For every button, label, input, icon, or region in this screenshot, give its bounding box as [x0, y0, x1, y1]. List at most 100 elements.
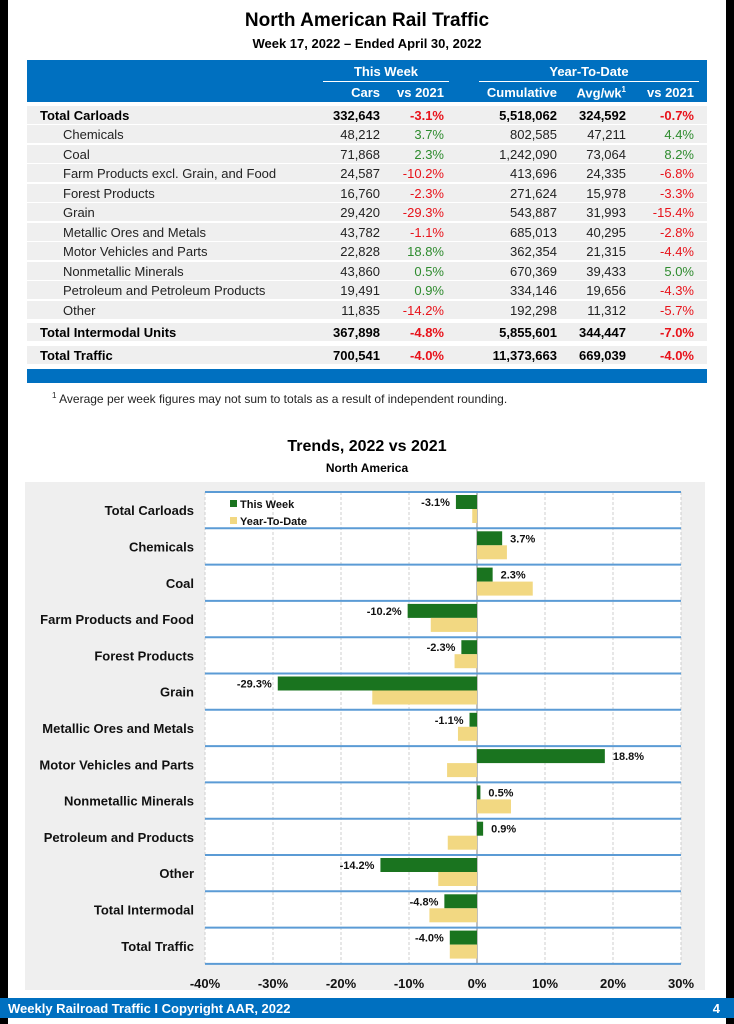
vs-ytd-cell: -2.8% [660, 225, 694, 240]
vs-week-cell: 3.7% [414, 127, 444, 142]
avg-wk-cell: 11,312 [587, 303, 626, 318]
data-label: -2.3% [427, 642, 456, 654]
avg-wk-cell: 47,211 [587, 127, 626, 142]
bar-this-week [477, 785, 481, 800]
row-label: Other [63, 303, 96, 318]
bar-ytd [477, 581, 533, 596]
table-row: Other 11,835 -14.2% 192,298 11,312 -5.7% [27, 301, 707, 319]
table-row: Motor Vehicles and Parts 22,828 18.8% 362,3… [27, 242, 707, 260]
x-tick-label: -10% [394, 976, 425, 991]
bar-ytd [447, 763, 477, 778]
bar-this-week [449, 930, 477, 945]
category-label: Total Intermodal [94, 902, 194, 917]
data-label: -14.2% [340, 860, 375, 872]
table-row: Total Carloads 332,643 -3.1% 5,518,062 324,5… [27, 106, 707, 124]
vs-week-cell: -10.2% [402, 166, 444, 181]
row-label: Nonmetallic Minerals [63, 264, 184, 279]
cumulative-cell: 5,518,062 [499, 108, 557, 123]
vs-week-cell: -29.3% [402, 205, 444, 220]
category-label: Total Carloads [105, 503, 194, 518]
col-header-cars: Cars [351, 85, 380, 100]
cumulative-cell: 11,373,663 [492, 348, 557, 363]
col-header-avg-wk: Avg/wk1 [576, 85, 626, 101]
data-label: 0.9% [491, 824, 516, 836]
row-label: Metallic Ores and Metals [63, 225, 207, 240]
bar-ytd [457, 726, 477, 741]
legend-swatch-ytd [230, 517, 237, 524]
cars-cell: 332,643 [333, 108, 380, 123]
category-label: Farm Products and Food [40, 612, 194, 627]
vs-ytd-cell: -6.8% [660, 166, 694, 181]
vs-ytd-cell: 8.2% [664, 147, 694, 162]
vs-week-cell: 0.5% [414, 264, 444, 279]
bar-this-week [477, 567, 493, 582]
page-footer: Weekly Railroad Traffic I Copyright AAR,… [0, 998, 734, 1018]
group-underline [479, 81, 699, 82]
x-tick-label: 0% [468, 976, 487, 991]
bar-this-week [455, 495, 477, 509]
x-tick-label: 30% [668, 976, 694, 991]
vs-week-cell: -14.2% [402, 303, 444, 318]
plot-area [205, 492, 681, 964]
data-label: 0.5% [488, 787, 513, 799]
bar-this-week [477, 531, 503, 546]
cumulative-cell: 685,013 [510, 225, 557, 240]
category-label: Motor Vehicles and Parts [39, 757, 194, 772]
cars-cell: 24,587 [340, 166, 380, 181]
row-label: Motor Vehicles and Parts [63, 244, 208, 259]
vs-ytd-cell: -0.7% [660, 108, 694, 123]
category-label: Chemicals [129, 539, 194, 554]
data-label: -10.2% [367, 606, 402, 618]
bar-this-week [477, 821, 484, 836]
legend-label-ytd: Year-To-Date [240, 516, 307, 528]
vs-ytd-cell: -3.3% [660, 186, 694, 201]
cars-cell: 367,898 [333, 325, 380, 340]
cumulative-cell: 271,624 [510, 186, 557, 201]
bar-this-week [461, 640, 477, 655]
avg-wk-cell: 21,315 [586, 244, 626, 259]
vs-week-cell: -1.1% [410, 225, 444, 240]
cumulative-cell: 334,146 [510, 283, 557, 298]
bar-ytd [472, 509, 477, 523]
table-row: Metallic Ores and Metals 43,782 -1.1% 685,0… [27, 223, 707, 241]
category-label: Grain [160, 685, 194, 700]
data-label: -4.0% [415, 933, 444, 945]
col-header-cumulative: Cumulative [486, 85, 557, 100]
cars-cell: 48,212 [340, 127, 380, 142]
page-title: North American Rail Traffic [244, 10, 490, 31]
cumulative-cell: 1,242,090 [499, 147, 557, 162]
vs-ytd-cell: 4.4% [664, 127, 694, 142]
bar-this-week [407, 603, 477, 618]
table-row: Total Traffic 700,541 -4.0% 11,373,663 669,0… [27, 346, 707, 364]
col-header-vs-week: vs 2021 [397, 85, 444, 100]
cumulative-cell: 670,369 [510, 264, 557, 279]
avg-wk-cell: 19,656 [586, 283, 626, 298]
table-row: Forest Products 16,760 -2.3% 271,624 15,978 -… [27, 184, 707, 202]
page-subtitle: Week 17, 2022 – Ended April 30, 2022 [252, 36, 482, 51]
row-label: Total Traffic [40, 348, 113, 363]
cars-cell: 700,541 [333, 348, 380, 363]
avg-wk-cell: 73,064 [586, 147, 626, 162]
vs-ytd-cell: -7.0% [660, 325, 694, 340]
data-label: -3.1% [421, 497, 450, 509]
avg-wk-cell: 669,039 [579, 348, 626, 363]
bar-ytd [449, 944, 477, 959]
cars-cell: 43,782 [340, 225, 380, 240]
row-label: Total Carloads [40, 108, 130, 123]
category-label: Coal [166, 576, 194, 591]
vs-ytd-cell: -4.3% [660, 283, 694, 298]
data-label: 2.3% [501, 570, 526, 582]
data-label: -4.8% [410, 896, 439, 908]
footer-text: Weekly Railroad Traffic I Copyright AAR,… [8, 1001, 291, 1016]
group-header-ytd: Year-To-Date [549, 64, 629, 79]
vs-week-cell: 18.8% [407, 244, 444, 259]
avg-wk-cell: 24,335 [586, 166, 626, 181]
cars-cell: 16,760 [340, 186, 380, 201]
vs-ytd-cell: -4.4% [660, 244, 694, 259]
legend-label-this-week: This Week [240, 499, 295, 511]
avg-wk-cell: 15,978 [586, 186, 626, 201]
table-row: Grain 29,420 -29.3% 543,887 31,993 -15.4% [27, 203, 707, 221]
group-header-this-week: This Week [353, 64, 419, 79]
category-label: Forest Products [94, 648, 194, 663]
cars-cell: 43,860 [340, 264, 380, 279]
